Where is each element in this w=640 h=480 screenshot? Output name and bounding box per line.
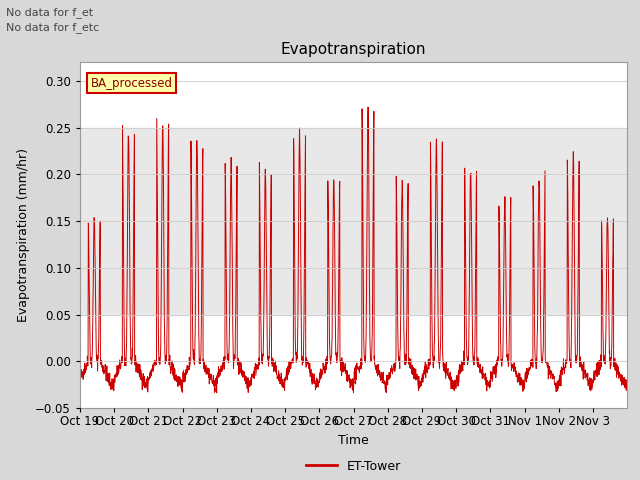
X-axis label: Time: Time (338, 433, 369, 446)
Y-axis label: Evapotranspiration (mm/hr): Evapotranspiration (mm/hr) (17, 148, 29, 322)
Bar (80, 128, 627, 314)
Legend: ET-Tower: ET-Tower (301, 455, 406, 478)
Title: Evapotranspiration: Evapotranspiration (281, 42, 426, 57)
Text: No data for f_etc: No data for f_etc (6, 22, 100, 33)
Text: BA_processed: BA_processed (91, 77, 173, 90)
Text: No data for f_et: No data for f_et (6, 7, 93, 18)
